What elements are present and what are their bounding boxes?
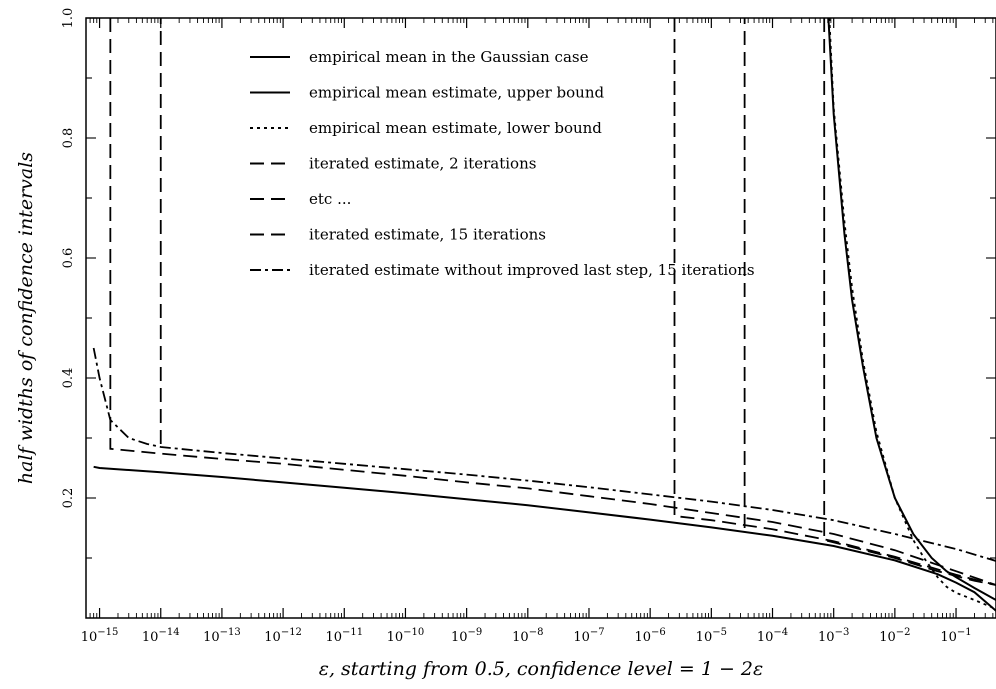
series-line-1 — [93, 465, 996, 612]
x-tick-label: 10−5 — [696, 627, 727, 645]
x-tick-label: 10−6 — [635, 627, 666, 645]
legend-label-2: empirical mean estimate, upper bound — [309, 84, 604, 102]
plot-frame — [85, 17, 996, 619]
x-tick-label: 10−4 — [757, 627, 788, 645]
x-tick-label: 10−13 — [203, 627, 241, 645]
series-line-4 — [823, 18, 996, 586]
series-line-7 — [92, 347, 996, 562]
legend-label-1: empirical mean in the Gaussian case — [309, 48, 589, 66]
x-tick-label: 10−11 — [325, 627, 363, 645]
series-line-6 — [109, 18, 996, 586]
y-tick-label: 0.2 — [61, 488, 76, 509]
y-tick-label: 0.8 — [61, 128, 76, 149]
x-tick-label: 10−10 — [387, 627, 425, 645]
legend: empirical mean in the Gaussian case empir… — [250, 48, 755, 279]
legend-label-7: iterated estimate without improved last … — [309, 261, 755, 279]
x-tick-label: 10−1 — [940, 627, 971, 645]
x-axis-label: ε, starting from 0.5, confidence level =… — [319, 658, 763, 680]
x-tick-label: 10−14 — [142, 627, 180, 645]
legend-label-6: iterated estimate, 15 iterations — [309, 226, 546, 244]
y-tick-label: 0.4 — [61, 368, 76, 389]
y-tick-label: 0.6 — [61, 248, 76, 269]
x-tick-label: 10−3 — [818, 627, 849, 645]
legend-label-3: empirical mean estimate, lower bound — [309, 119, 602, 137]
x-tick-label: 10−2 — [879, 627, 910, 645]
legend-label-4: iterated estimate, 2 iterations — [309, 155, 536, 173]
series-line-2 — [827, 18, 996, 601]
x-tick-label: 10−9 — [451, 627, 482, 645]
y-tick-label: 1.0 — [61, 8, 76, 29]
x-tick-label: 10−15 — [81, 627, 119, 645]
x-tick-label: 10−8 — [512, 627, 543, 645]
x-tick-label: 10−7 — [573, 627, 604, 645]
series-group — [92, 18, 996, 612]
series-line-5 — [673, 18, 996, 586]
legend-label-5: etc ... — [309, 190, 351, 208]
x-tick-label: 10−12 — [264, 627, 302, 645]
y-axis-label: half widths of confidence intervals — [15, 152, 37, 484]
